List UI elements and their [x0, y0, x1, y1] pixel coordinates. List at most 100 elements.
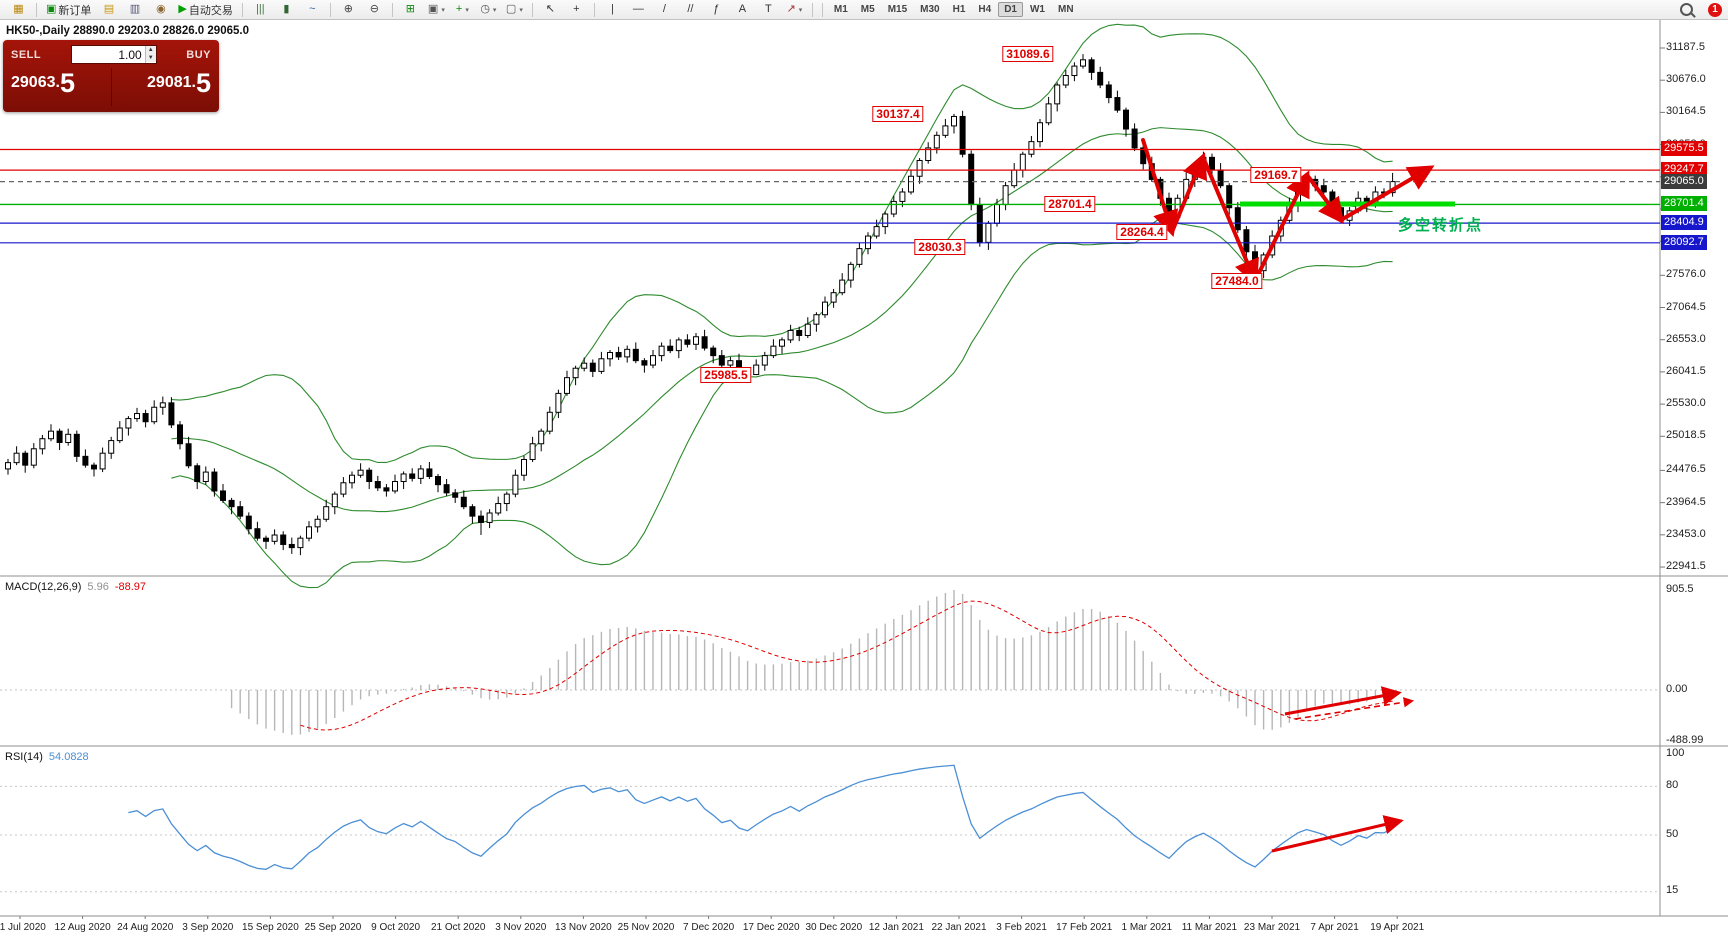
auto-arrange-icon[interactable]: ▣ ▾ — [424, 0, 449, 19]
candle[interactable] — [417, 468, 424, 479]
text-icon[interactable]: A — [730, 0, 755, 19]
candle[interactable] — [48, 430, 54, 440]
crosshair-icon[interactable]: + — [564, 0, 589, 19]
indicators-add-icon[interactable]: + ▾ — [450, 0, 475, 19]
candle[interactable] — [13, 452, 20, 464]
candle[interactable] — [280, 534, 287, 545]
data-window-icon[interactable]: ▥ — [122, 0, 147, 19]
candle[interactable] — [856, 248, 863, 265]
candle[interactable] — [65, 433, 72, 443]
timeframe-m5[interactable]: M5 — [860, 4, 875, 15]
candle[interactable] — [710, 347, 717, 357]
chart-window-icon[interactable]: ▦ — [6, 0, 31, 19]
candle[interactable] — [632, 348, 639, 362]
alerts-icon[interactable]: ◉ — [148, 0, 173, 19]
candle[interactable] — [1217, 169, 1224, 187]
volume-input[interactable]: 1.00 ▲ ▼ — [70, 45, 157, 64]
candle[interactable] — [804, 323, 811, 336]
candle[interactable] — [56, 430, 63, 443]
candle[interactable] — [142, 413, 149, 423]
candle[interactable] — [409, 473, 416, 479]
candle[interactable] — [1226, 185, 1233, 209]
candle[interactable] — [796, 329, 803, 336]
candle[interactable] — [331, 493, 338, 508]
timeframe-h1[interactable]: H1 — [952, 4, 966, 15]
candle[interactable] — [598, 358, 605, 372]
search-button[interactable] — [1674, 0, 1699, 19]
candle[interactable] — [503, 493, 510, 505]
candle[interactable] — [1105, 84, 1112, 99]
candle[interactable] — [452, 492, 459, 498]
candle[interactable] — [1054, 84, 1061, 105]
timeframe-m30[interactable]: M30 — [920, 4, 940, 15]
candle[interactable] — [323, 506, 330, 520]
candle[interactable] — [1114, 97, 1121, 111]
candle[interactable] — [675, 339, 682, 352]
candle[interactable] — [1037, 122, 1043, 143]
candle[interactable] — [297, 537, 304, 549]
candle[interactable] — [82, 455, 89, 466]
candle[interactable] — [134, 413, 140, 420]
candle[interactable] — [478, 515, 484, 523]
candle[interactable] — [1080, 59, 1086, 67]
candle[interactable] — [727, 360, 734, 366]
channel-icon[interactable]: // — [678, 0, 703, 19]
candle[interactable] — [1011, 169, 1018, 187]
candle[interactable] — [1320, 185, 1327, 193]
candle[interactable] — [228, 499, 235, 508]
candle[interactable] — [185, 443, 192, 467]
label-icon[interactable]: T — [756, 0, 781, 19]
candle[interactable] — [1123, 109, 1129, 130]
candle[interactable] — [985, 222, 992, 243]
candle[interactable] — [650, 355, 656, 366]
candle[interactable] — [753, 364, 760, 376]
zoom-out-icon[interactable]: ⊖ — [362, 0, 387, 19]
candle[interactable] — [916, 160, 923, 177]
candle[interactable] — [1088, 59, 1095, 73]
macd-trend-arrow[interactable] — [1284, 686, 1402, 716]
zigzag-arrow[interactable] — [1253, 170, 1310, 283]
candle[interactable] — [899, 191, 906, 202]
templates-icon[interactable]: ▢ ▾ — [502, 0, 527, 19]
candle[interactable] — [39, 438, 46, 450]
notification-badge[interactable]: 1 — [1708, 2, 1722, 17]
candle[interactable] — [968, 153, 975, 206]
candle[interactable] — [589, 362, 596, 372]
zoom-in-icon[interactable]: ⊕ — [336, 0, 361, 19]
candle[interactable] — [168, 402, 175, 426]
volume-spinner[interactable]: ▲ ▼ — [144, 46, 156, 63]
candle[interactable] — [1243, 229, 1250, 253]
candle[interactable] — [211, 471, 218, 492]
candle[interactable] — [99, 452, 106, 470]
candle[interactable] — [1019, 153, 1026, 171]
candle[interactable] — [572, 367, 579, 379]
candle[interactable] — [22, 452, 29, 466]
timeframe-m1[interactable]: M1 — [833, 4, 848, 15]
candle[interactable] — [340, 482, 347, 495]
candle[interactable] — [288, 543, 295, 549]
candle[interactable] — [349, 474, 355, 484]
candle[interactable] — [521, 458, 527, 476]
candle[interactable] — [271, 534, 278, 542]
candle[interactable] — [770, 345, 777, 357]
candle[interactable] — [392, 481, 398, 492]
timeframe-m15[interactable]: M15 — [887, 4, 908, 15]
zigzag-arrow[interactable] — [1170, 152, 1208, 234]
candle[interactable] — [1028, 141, 1035, 155]
candle[interactable] — [994, 204, 1000, 224]
candle[interactable] — [538, 430, 545, 445]
candle[interactable] — [684, 339, 691, 345]
horizontal-price-lines[interactable] — [0, 148, 1660, 244]
candle[interactable] — [693, 336, 699, 345]
vertical-line-icon[interactable]: | — [600, 0, 625, 19]
candle[interactable] — [1062, 75, 1069, 86]
candlestick-type-icon[interactable]: ▮ — [274, 0, 299, 19]
candle[interactable] — [779, 339, 785, 347]
candle[interactable] — [357, 469, 364, 476]
autotrade-button[interactable]: ▶ 自动交易 — [174, 0, 236, 19]
candle[interactable] — [177, 424, 183, 445]
candle[interactable] — [116, 427, 123, 442]
candle[interactable] — [237, 506, 244, 517]
candle[interactable] — [1071, 65, 1078, 77]
